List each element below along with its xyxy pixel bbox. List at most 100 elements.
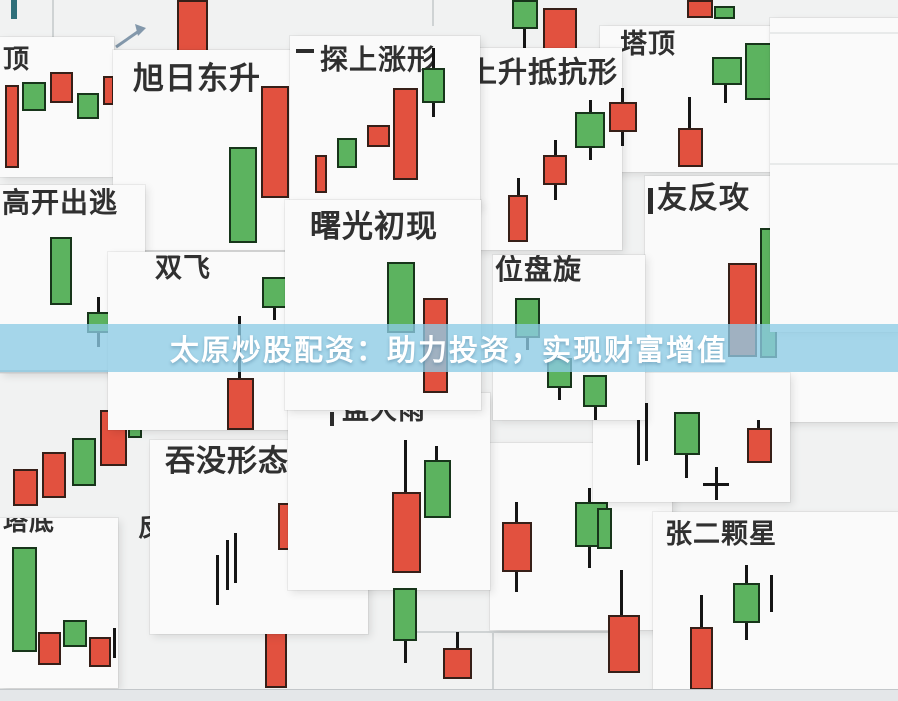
candle-wick	[517, 178, 520, 195]
candle-down	[5, 85, 19, 168]
candle-up	[229, 147, 257, 243]
candle-down	[502, 522, 532, 572]
candle-wick	[688, 97, 691, 128]
pattern-card-ding: 顶	[0, 37, 114, 177]
candle-wick	[589, 148, 592, 160]
axis-line-vertical	[52, 0, 54, 40]
candle-wick	[621, 88, 624, 102]
candle-wick	[594, 407, 597, 420]
pattern-label-weipanxuan: 位盘旋	[495, 255, 583, 285]
candle-up	[597, 508, 612, 549]
candle-wick	[637, 407, 640, 465]
candle-up	[22, 82, 46, 111]
pattern-label-shangshengdikang: 上升抵抗形	[468, 57, 619, 89]
candle-wick	[456, 632, 459, 648]
candle-wick	[620, 570, 623, 615]
candle-down	[690, 627, 713, 690]
pattern-card-pendayu: 盆大雨	[288, 393, 490, 590]
candle-wick	[97, 297, 100, 312]
candle-down	[227, 378, 254, 430]
candle-down	[392, 492, 421, 573]
trend-arrow-icon	[112, 22, 150, 55]
candle-wick	[621, 132, 624, 146]
candle-wick	[645, 403, 648, 461]
pattern-label-zhangerke: 张二颗星	[665, 519, 777, 549]
candle-up	[337, 138, 357, 168]
candle-wick	[435, 446, 438, 460]
candle-down	[177, 0, 208, 57]
pattern-card-tanshangzhang: 探上涨形	[290, 36, 480, 208]
tick-mark	[11, 0, 17, 19]
bottom-bar	[0, 689, 898, 701]
candle-down	[747, 428, 772, 463]
candle-down	[89, 637, 111, 667]
pattern-card-tadi: 塔底	[0, 518, 118, 688]
partial-character	[330, 412, 334, 426]
card-edge-line	[492, 631, 494, 690]
candle-wick	[432, 48, 435, 68]
candle-down	[608, 615, 640, 673]
candle-wick	[770, 575, 773, 612]
candle-wick	[757, 420, 760, 428]
pattern-card-tading: 塔顶	[600, 26, 792, 172]
candle-up	[387, 262, 415, 333]
candle-down	[50, 72, 73, 103]
pattern-label-tadi: 塔底	[3, 518, 56, 536]
pattern-card-zhangerke: 张二颗星	[653, 512, 898, 701]
candle-down	[42, 452, 66, 498]
candle-down	[13, 469, 38, 506]
sketch-stroke	[226, 540, 229, 590]
candle-wick	[515, 572, 518, 592]
banner-title[interactable]: 太原炒股配资：助力投资，实现财富增值	[169, 335, 728, 367]
pattern-label-tading: 塔顶	[620, 29, 676, 59]
candle-wick	[558, 388, 561, 400]
candle-wick	[404, 440, 407, 492]
candle-wick	[588, 488, 591, 502]
candle-down	[678, 128, 703, 167]
candle-wick	[523, 29, 526, 49]
partial-character	[648, 188, 653, 214]
candle-up	[712, 57, 742, 85]
candle-wick	[700, 595, 703, 627]
candle-up	[50, 237, 72, 305]
candle-up	[393, 588, 417, 641]
blank-card	[770, 18, 898, 332]
banner: 太原炒股配资：助力投资，实现财富增值	[0, 324, 898, 372]
pattern-label-youfangong: 友反攻	[657, 182, 750, 215]
candle-up	[63, 620, 87, 647]
candle-up	[674, 412, 700, 455]
pattern-label-tanshangzhang: 探上涨形	[320, 44, 437, 75]
candle-down	[609, 102, 637, 132]
doji-cross	[703, 483, 729, 486]
pattern-label-gaokaichutao: 高开出逃	[2, 187, 119, 218]
candle-up	[745, 43, 772, 100]
sketch-stroke	[216, 555, 219, 605]
candle-up	[12, 547, 37, 652]
candle-wick	[273, 308, 276, 320]
candle-down	[261, 86, 289, 198]
card-edge-line	[417, 631, 609, 633]
candle-up	[583, 375, 607, 407]
candle-up	[262, 277, 287, 308]
candle-wick	[432, 103, 435, 117]
candle-up	[512, 0, 538, 29]
candle-down	[38, 632, 61, 665]
pattern-card-xuridongsheng: 旭日东升	[113, 50, 312, 250]
pattern-label-xuridongsheng: 旭日东升	[133, 61, 261, 96]
candle-wick	[515, 502, 518, 522]
candle-down	[315, 155, 327, 193]
candle-wick	[113, 628, 116, 658]
candle-down	[367, 125, 390, 147]
candle-down	[443, 648, 472, 679]
candle-up	[575, 112, 605, 148]
candle-wick	[685, 455, 688, 478]
candle-wick	[724, 85, 727, 103]
candle-down	[393, 88, 418, 180]
candle-wick	[745, 565, 748, 583]
candle-up	[72, 438, 96, 486]
candle-wick	[589, 100, 592, 112]
grid-line	[770, 32, 898, 34]
partial-character	[296, 49, 314, 53]
candle-down	[265, 632, 287, 688]
candle-up	[714, 6, 735, 19]
